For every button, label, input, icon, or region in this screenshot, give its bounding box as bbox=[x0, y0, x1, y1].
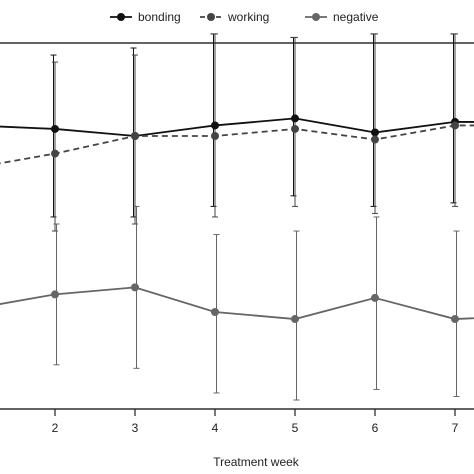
x-tick-label: 3 bbox=[132, 421, 139, 435]
data-point-negative bbox=[291, 315, 299, 324]
data-point-working bbox=[451, 121, 459, 130]
error-bars bbox=[50, 33, 460, 401]
data-point-bonding bbox=[371, 128, 379, 137]
data-point-negative bbox=[451, 315, 459, 324]
legend-label-working: working bbox=[227, 10, 269, 24]
x-tick-label: 5 bbox=[292, 421, 299, 435]
legend-marker-negative bbox=[312, 13, 320, 21]
legend-marker-working bbox=[207, 13, 215, 21]
data-point-working bbox=[371, 135, 379, 144]
data-point-working bbox=[291, 124, 299, 133]
legend-label-negative: negative bbox=[333, 10, 379, 24]
data-point-bonding bbox=[291, 114, 299, 123]
legend: bonding working negative bbox=[110, 10, 379, 24]
series-line-working bbox=[0, 124, 474, 165]
series-line-bonding bbox=[0, 117, 474, 137]
series-lines bbox=[0, 117, 474, 320]
data-point-negative bbox=[51, 290, 59, 299]
data-point-negative bbox=[211, 308, 219, 316]
x-tick-label: 6 bbox=[372, 421, 379, 435]
series-line-negative bbox=[0, 286, 474, 320]
legend-label-bonding: bonding bbox=[138, 10, 181, 24]
data-point-bonding bbox=[211, 121, 219, 130]
data-point-working bbox=[51, 149, 59, 158]
x-axis-title: Treatment week bbox=[213, 455, 300, 469]
series-points bbox=[51, 114, 459, 324]
data-point-bonding bbox=[51, 124, 59, 133]
x-axis: 2 3 4 5 6 7 bbox=[52, 409, 459, 435]
legend-marker-bonding bbox=[117, 13, 125, 21]
x-tick-label: 7 bbox=[452, 421, 459, 435]
data-point-working bbox=[131, 132, 139, 140]
x-tick-label: 4 bbox=[212, 421, 219, 435]
data-point-negative bbox=[131, 283, 139, 292]
data-point-negative bbox=[371, 293, 379, 302]
plot-frame bbox=[0, 42, 474, 410]
data-point-working bbox=[211, 132, 219, 140]
x-tick-label: 2 bbox=[52, 421, 59, 435]
